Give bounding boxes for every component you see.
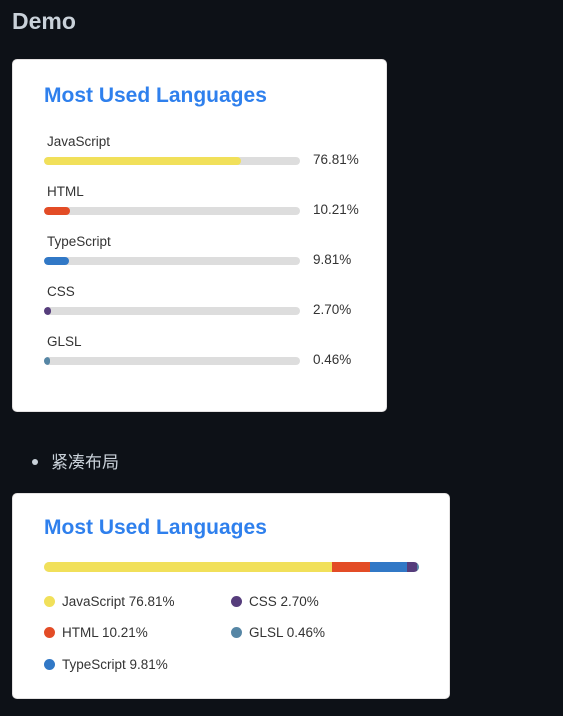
- bullet-item-compact-layout: 紧凑布局: [32, 448, 119, 473]
- legend-item-typescript: TypeScript 9.81%: [44, 657, 168, 672]
- card-title: Most Used Languages: [44, 84, 267, 107]
- segment-glsl: [417, 562, 419, 572]
- progress-track: [44, 157, 300, 165]
- legend-label: CSS 2.70%: [249, 594, 319, 609]
- language-percent: 76.81%: [313, 152, 359, 167]
- progress-track: [44, 357, 300, 365]
- language-percent: 2.70%: [313, 302, 352, 317]
- color-dot-icon: [44, 658, 55, 670]
- language-row-glsl: GLSL 0.46%: [44, 334, 374, 374]
- languages-card-normal: Most Used Languages JavaScript 76.81% HT…: [12, 59, 387, 412]
- language-name: GLSL: [47, 334, 82, 349]
- legend-item-html: HTML 10.21%: [44, 625, 148, 640]
- progress-track: [44, 207, 300, 215]
- language-row-typescript: TypeScript 9.81%: [44, 234, 374, 274]
- color-dot-icon: [231, 595, 242, 607]
- segment-typescript: [370, 562, 408, 572]
- color-dot-icon: [231, 626, 242, 638]
- languages-card-compact: Most Used Languages JavaScript 76.81% CS…: [12, 493, 450, 699]
- color-dot-icon: [44, 595, 55, 607]
- language-row-javascript: JavaScript 76.81%: [44, 134, 374, 174]
- progress-fill: [44, 307, 51, 315]
- stacked-progress-bar: [44, 562, 419, 572]
- progress-fill: [44, 357, 50, 365]
- language-name: JavaScript: [47, 134, 111, 149]
- language-percent: 10.21%: [313, 202, 359, 217]
- legend-item-javascript: JavaScript 76.81%: [44, 594, 175, 609]
- progress-fill: [44, 207, 71, 215]
- language-percent: 0.46%: [313, 352, 352, 367]
- card-title: Most Used Languages: [44, 516, 267, 539]
- page-title: Demo: [12, 8, 76, 34]
- legend-label: HTML 10.21%: [62, 625, 148, 640]
- progress-fill: [44, 257, 70, 265]
- legend-label: GLSL 0.46%: [249, 625, 326, 640]
- language-name: HTML: [47, 184, 84, 199]
- progress-track: [44, 307, 300, 315]
- language-name: TypeScript: [47, 234, 111, 249]
- language-row-css: CSS 2.70%: [44, 284, 374, 324]
- bullet-dot-icon: [32, 458, 38, 465]
- language-row-html: HTML 10.21%: [44, 184, 374, 224]
- language-percent: 9.81%: [313, 252, 352, 267]
- segment-html: [332, 562, 371, 572]
- legend-label: TypeScript 9.81%: [62, 657, 168, 672]
- progress-fill: [44, 157, 241, 165]
- legend-item-css: CSS 2.70%: [231, 594, 319, 609]
- color-dot-icon: [44, 626, 55, 638]
- legend-label: JavaScript 76.81%: [62, 594, 175, 609]
- bullet-label: 紧凑布局: [51, 453, 119, 472]
- progress-track: [44, 257, 300, 265]
- language-name: CSS: [47, 284, 75, 299]
- legend-item-glsl: GLSL 0.46%: [231, 625, 325, 640]
- segment-css: [407, 562, 418, 572]
- segment-javascript: [44, 562, 333, 572]
